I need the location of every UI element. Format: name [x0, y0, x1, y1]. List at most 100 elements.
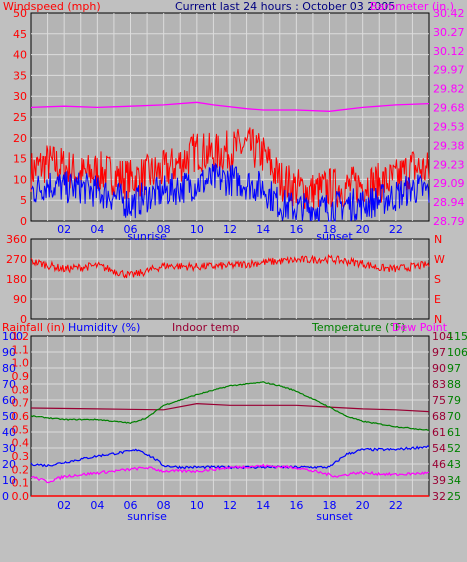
- compass-tick: E: [434, 293, 441, 306]
- temperature-y-tick: 61: [447, 426, 461, 439]
- wind-x-tick: 16: [289, 223, 303, 236]
- wind-x-tick: 20: [356, 223, 370, 236]
- barometer-y-tick: 29.97: [433, 64, 465, 77]
- indoor-y-tick: 32: [432, 490, 446, 503]
- weather-x-tick: 18: [323, 499, 337, 512]
- temperature-y-tick: 52: [447, 442, 461, 455]
- barometer-y-tick: 29.53: [433, 120, 465, 133]
- legend-item: Humidity (%): [68, 321, 140, 334]
- direction-y-tick: 270: [6, 253, 27, 266]
- indoor-temp-series: [30, 402, 430, 413]
- rainfall-y-tick: 1.2: [12, 330, 30, 343]
- temperature-y-tick: 88: [447, 378, 461, 391]
- humidity-y-tick: 20: [2, 458, 16, 471]
- barometer-y-tick: 29.82: [433, 83, 465, 96]
- wind-y-tick: 15: [13, 153, 27, 166]
- direction-y-tick: 90: [13, 293, 27, 306]
- compass-tick: S: [434, 273, 441, 286]
- indoor-y-tick: 61: [432, 426, 446, 439]
- wind-y-tick: 25: [13, 111, 27, 124]
- rainfall-y-tick: 0.2: [12, 463, 30, 476]
- wind-y-tick: 45: [13, 28, 27, 41]
- humidity-y-tick: 0: [2, 490, 9, 503]
- legend-item: Indoor temp: [172, 321, 239, 334]
- wind-y-tick: 35: [13, 69, 27, 82]
- wind-y-tick: 20: [13, 132, 27, 145]
- wind-x-tick: 18: [323, 223, 337, 236]
- temperature-y-tick: 79: [447, 394, 461, 407]
- weather-x-tick: 10: [190, 499, 204, 512]
- wind-x-tick: 22: [389, 223, 403, 236]
- barometer-y-tick: 29.68: [433, 102, 465, 115]
- rainfall-y-tick: 0.5: [12, 423, 30, 436]
- gust-series: [30, 162, 430, 222]
- indoor-y-tick: 68: [432, 410, 446, 423]
- tick-labels: 0 5 10 15 20 25 30 35 40 45 50 28.79 28.94 29.09 29.23…: [2, 7, 467, 523]
- direction-y-tick: 180: [6, 273, 27, 286]
- indoor-y-tick: 83: [432, 378, 446, 391]
- weather-x-tick: 12: [223, 499, 237, 512]
- barometer-y-tick: 28.79: [433, 215, 465, 228]
- wind-x-tick: 14: [256, 223, 270, 236]
- rainfall-y-tick: 1.0: [12, 357, 30, 370]
- sunrise-label: sunrise: [127, 510, 167, 523]
- wind-y-tick: 10: [13, 173, 27, 186]
- indoor-y-tick: 97: [432, 346, 446, 359]
- weather-x-tick: 08: [157, 499, 171, 512]
- weather-x-tick: 22: [389, 499, 403, 512]
- temperature-y-tick: 25: [447, 490, 461, 503]
- indoor-y-tick: 75: [432, 394, 446, 407]
- temperature-y-tick: 70: [447, 410, 461, 423]
- wind-x-tick: 12: [223, 223, 237, 236]
- indoor-y-tick: 104: [432, 330, 453, 343]
- temperature-y-tick: 34: [447, 474, 461, 487]
- compass-tick: N: [434, 313, 442, 326]
- wind-x-tick: 06: [124, 223, 138, 236]
- humidity-y-tick: 30: [2, 442, 16, 455]
- weather-x-tick: 20: [356, 499, 370, 512]
- wind-x-tick: 04: [90, 223, 104, 236]
- temperature-y-tick: 43: [447, 458, 461, 471]
- weather-x-tick: 02: [57, 499, 71, 512]
- legend-item: Temperature (°F): [311, 321, 406, 334]
- weather-x-tick: 16: [289, 499, 303, 512]
- wind-y-tick: 30: [13, 90, 27, 103]
- barometer-y-tick: 30.12: [433, 45, 465, 58]
- compass-tick: N: [434, 233, 442, 246]
- weather-x-tick: 04: [90, 499, 104, 512]
- barometer-y-tick: 30.42: [433, 7, 465, 20]
- rainfall-y-tick: 0.9: [12, 370, 30, 383]
- barometer-y-tick: 30.27: [433, 26, 465, 39]
- rainfall-y-tick: 0.0: [12, 490, 30, 503]
- rainfall-y-tick: 0.4: [12, 437, 30, 450]
- rainfall-y-tick: 0.1: [12, 477, 30, 490]
- rainfall-y-tick: 0.6: [12, 410, 30, 423]
- weather-x-tick: 14: [256, 499, 270, 512]
- barometer-y-tick: 29.23: [433, 158, 465, 171]
- direction-y-tick: 0: [20, 313, 27, 326]
- temperature-series: [30, 381, 430, 431]
- rainfall-y-tick: 0.7: [12, 397, 30, 410]
- temperature-y-tick: 97: [447, 362, 461, 375]
- humidity-y-tick: 50: [2, 410, 16, 423]
- legend-item: Dew Point: [392, 321, 448, 334]
- temperature-y-tick: 115: [447, 330, 467, 343]
- direction-series: [30, 254, 430, 279]
- indoor-y-tick: 46: [432, 458, 446, 471]
- windspeed-label: Windspeed (mph): [3, 0, 101, 13]
- wind-x-tick: 02: [57, 223, 71, 236]
- wind-y-tick: 5: [20, 194, 27, 207]
- wind-y-tick: 0: [20, 215, 27, 228]
- sunset-label: sunset: [316, 230, 353, 243]
- barometer-label: Barometer (in.): [370, 0, 454, 13]
- wind-y-tick: 50: [13, 7, 27, 20]
- temperature-y-tick: 106: [447, 346, 467, 359]
- barometer-series: [30, 101, 430, 112]
- wind-x-tick: 08: [157, 223, 171, 236]
- humidity-y-tick: 90: [2, 346, 16, 359]
- humidity-y-tick: 70: [2, 378, 16, 391]
- rainfall-y-tick: 0.8: [12, 383, 30, 396]
- indoor-y-tick: 54: [432, 442, 446, 455]
- humidity-y-tick: 60: [2, 394, 16, 407]
